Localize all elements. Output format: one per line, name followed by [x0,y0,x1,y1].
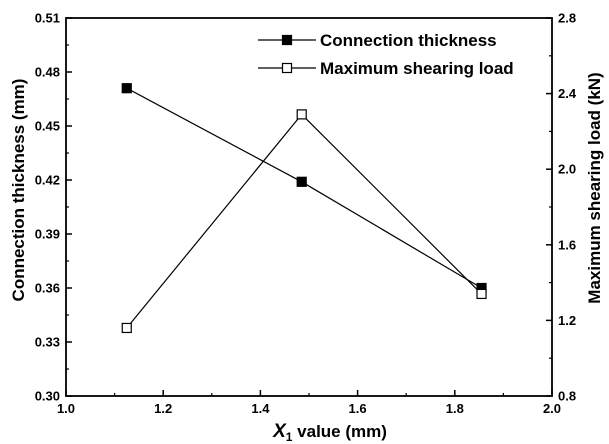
right-y-tick-label: 2.8 [558,11,576,26]
left-y-axis-ticks: 0.30 0.33 0.36 0.39 0.42 0.45 0.48 0.51 [35,11,72,404]
right-y-axis-title: Maximum shearing load (kN) [585,72,604,303]
x-tick-label: 2.0 [543,401,561,416]
x-tick-label: 1.4 [251,401,270,416]
legend-label: Connection thickness [320,31,497,50]
legend-label: Maximum shearing load [320,59,514,78]
legend: Connection thickness Maximum shearing loa… [258,31,514,78]
right-y-axis-ticks: 0.8 1.2 1.6 2.0 2.4 2.8 [546,11,577,404]
data-point-maximum-shearing-load [476,288,487,300]
legend-marker [281,62,293,74]
left-y-tick-label: 0.45 [35,119,60,134]
right-y-tick-label: 1.2 [558,313,576,328]
right-y-tick-label: 2.0 [558,162,576,177]
left-y-axis-title: Connection thickness (mm) [9,79,28,302]
data-point-connection-thickness [121,83,132,94]
data-point-maximum-shearing-load [296,109,307,120]
x-axis-title: X1 value (mm) [272,421,387,444]
data-point-maximum-shearing-load [121,322,132,334]
x-tick-label: 1.6 [349,401,367,416]
legend-marker [281,34,293,46]
left-y-tick-label: 0.48 [35,65,60,80]
right-y-tick-label: 2.4 [558,86,577,101]
x-axis-ticks: 1.0 1.2 1.4 1.6 1.8 2.0 [57,390,561,416]
left-y-tick-label: 0.33 [35,335,60,350]
series-line-maximum-shearing-load [126,113,482,329]
x-tick-label: 1.0 [57,401,75,416]
left-y-tick-label: 0.51 [35,11,60,26]
data-point-connection-thickness [296,176,307,187]
left-y-tick-label: 0.42 [35,173,60,188]
x-tick-label: 1.2 [154,401,172,416]
right-y-tick-label: 0.8 [558,389,576,404]
right-y-tick-label: 1.6 [558,237,576,252]
left-y-tick-label: 0.36 [35,281,60,296]
left-y-tick-label: 0.39 [35,227,60,242]
left-y-tick-label: 0.30 [35,389,60,404]
series-layer [121,83,487,334]
x-tick-label: 1.8 [446,401,464,416]
